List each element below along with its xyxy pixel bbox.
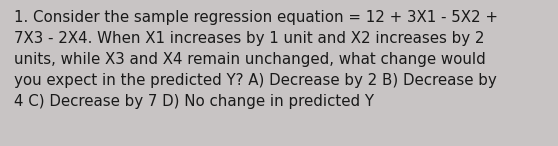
Text: 1. Consider the sample regression equation = 12 + 3X1 - 5X2 +
7X3 - 2X4. When X1: 1. Consider the sample regression equati… — [14, 10, 498, 109]
